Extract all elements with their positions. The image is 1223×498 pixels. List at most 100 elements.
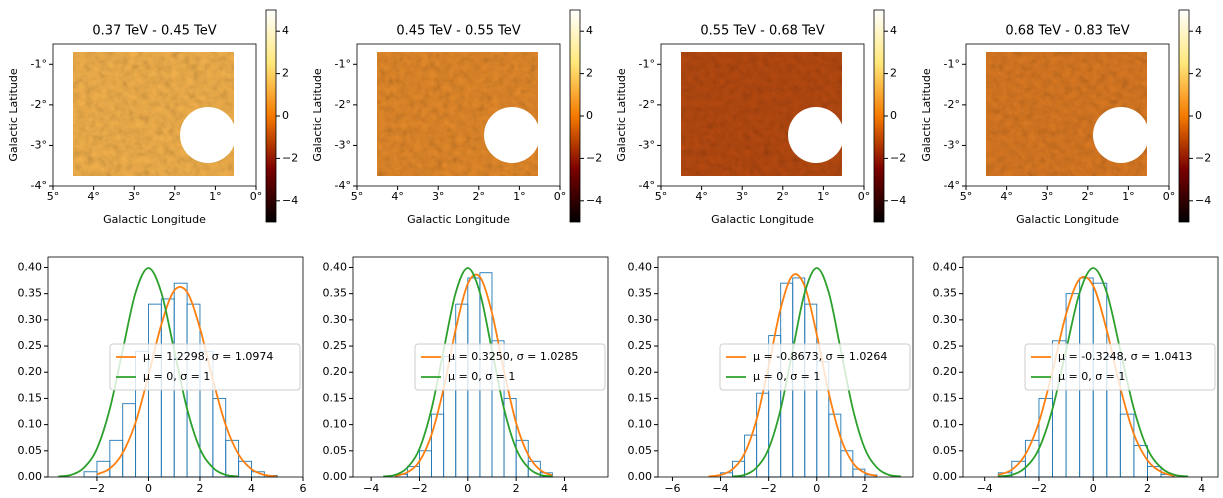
histogram-bin: [186, 303, 201, 478]
x-tick-label: 0°: [554, 190, 567, 203]
colorbar-tick-label: 2: [282, 67, 289, 80]
y-tick-label: 0.30: [933, 313, 958, 326]
excluded-region: [484, 107, 538, 163]
y-tick-label: -1°: [944, 57, 960, 70]
x-tick-label: 2: [513, 482, 520, 495]
x-tick-label: 5°: [960, 190, 973, 203]
legend: [719, 343, 911, 391]
x-tick-label: 1°: [513, 190, 526, 203]
histogram-bin: [212, 397, 227, 478]
x-tick-label: 3°: [1041, 190, 1054, 203]
map-title: 0.37 TeV - 0.45 TeV: [92, 24, 216, 39]
legend-label: μ = -0.8673, σ = 1.0264: [753, 350, 887, 363]
x-tick-label: 0°: [1163, 190, 1176, 203]
y-tick-label: -3°: [944, 138, 960, 151]
y-tick-label: 0.05: [933, 444, 958, 457]
x-tick-label: 2°: [777, 190, 790, 203]
map-title: 0.55 TeV - 0.68 TeV: [700, 24, 824, 39]
map-title: 0.45 TeV - 0.55 TeV: [396, 24, 520, 39]
x-tick-label: 2°: [169, 190, 182, 203]
y-tick-label: 0.25: [18, 339, 43, 352]
x-tick-label: 0°: [250, 190, 263, 203]
x-tick-label: −4: [977, 482, 993, 495]
curve: [708, 273, 878, 477]
y-tick-label: -4°: [335, 179, 351, 192]
y-tick-label: -2°: [944, 98, 960, 111]
legend-label: μ = -0.3248, σ = 1.0413: [1058, 350, 1192, 363]
x-tick-label: 3°: [432, 190, 445, 203]
y-tick-label: 0.05: [323, 444, 348, 457]
axes-frame: [657, 256, 914, 478]
x-tick-label: −2: [411, 482, 427, 495]
y-axis-label: Galactic Latitude: [920, 68, 933, 162]
x-tick-label: 2: [196, 482, 203, 495]
axes-frame: [356, 43, 561, 187]
x-tick-label: −4: [712, 482, 728, 495]
x-tick-label: 0: [145, 482, 152, 495]
x-tick-label: 4: [1198, 482, 1205, 495]
x-tick-label: −6: [664, 482, 680, 495]
x-tick-label: 2°: [1082, 190, 1095, 203]
legend-label: μ = 0, σ = 1: [753, 370, 820, 383]
x-tick-label: 4: [248, 482, 255, 495]
y-tick-label: 0.30: [628, 313, 653, 326]
colorbar-tick-label: −4: [1195, 194, 1211, 207]
colorbar: [265, 9, 277, 223]
x-axis-label: Galactic Longitude: [103, 213, 206, 226]
colorbar-tick-label: −4: [586, 194, 602, 207]
y-tick-label: 0.25: [323, 339, 348, 352]
y-tick-label: 0.35: [933, 287, 958, 300]
x-tick-label: 4°: [87, 190, 100, 203]
curve: [58, 267, 239, 477]
axes-frame: [352, 256, 609, 478]
colorbar-tick-label: 2: [890, 67, 897, 80]
excluded-region: [788, 107, 842, 163]
y-tick-label: 0.40: [18, 260, 43, 273]
map-title: 0.68 TeV - 0.83 TeV: [1005, 24, 1129, 39]
x-tick-label: −2: [1031, 482, 1047, 495]
colorbar-tick-label: −2: [586, 151, 602, 164]
curve: [997, 275, 1175, 477]
x-tick-label: 4°: [1000, 190, 1013, 203]
colorbar: [873, 9, 885, 223]
x-tick-label: 3°: [128, 190, 141, 203]
y-tick-label: -4°: [31, 179, 47, 192]
y-tick-label: 0.25: [933, 339, 958, 352]
x-tick-label: 0: [813, 482, 820, 495]
y-tick-label: 0.30: [18, 313, 43, 326]
y-tick-label: 0.10: [628, 418, 653, 431]
y-tick-label: 0.00: [933, 470, 958, 483]
curve: [998, 267, 1189, 477]
axes-frame: [962, 256, 1219, 478]
curve: [732, 267, 902, 477]
colorbar-tick-label: 4: [282, 24, 289, 37]
axes-frame: [52, 43, 257, 187]
y-tick-label: 0.00: [18, 470, 43, 483]
x-tick-label: 1°: [1122, 190, 1135, 203]
x-tick-label: −4: [363, 482, 379, 495]
colorbar-tick-label: 4: [586, 24, 593, 37]
colorbar: [569, 9, 581, 223]
histogram-bin: [1119, 413, 1135, 478]
excluded-region: [1093, 107, 1147, 163]
y-tick-label: -1°: [31, 57, 47, 70]
legend: [414, 343, 606, 391]
y-tick-label: -3°: [639, 138, 655, 151]
y-tick-label: -3°: [31, 138, 47, 151]
x-axis-label: Galactic Longitude: [711, 213, 814, 226]
axes-frame: [47, 256, 304, 478]
y-tick-label: 0.20: [18, 365, 43, 378]
y-tick-label: -2°: [335, 98, 351, 111]
histogram-bin: [503, 397, 517, 478]
x-tick-label: 6: [300, 482, 307, 495]
legend-label: μ = 0, σ = 1: [1058, 370, 1125, 383]
colorbar-tick-label: 0: [586, 109, 593, 122]
x-tick-label: 1°: [209, 190, 222, 203]
x-tick-label: −2: [761, 482, 777, 495]
x-tick-label: 4°: [695, 190, 708, 203]
y-tick-label: 0.20: [933, 365, 958, 378]
histogram-bin: [828, 413, 842, 478]
colorbar-tick-label: 2: [1195, 67, 1202, 80]
y-axis-label: Galactic Latitude: [7, 68, 20, 162]
legend: [109, 343, 301, 391]
